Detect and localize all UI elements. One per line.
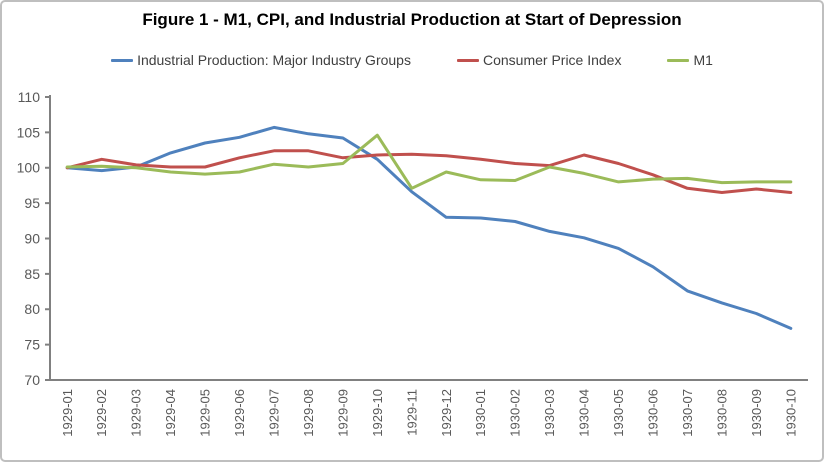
x-axis-label: 1929-07: [267, 389, 282, 437]
y-axis-label: 95: [24, 195, 40, 211]
x-axis-label: 1929-04: [163, 389, 178, 437]
x-axis-label: 1929-08: [301, 389, 316, 437]
y-axis-label: 75: [24, 337, 40, 353]
legend-item-m1: M1: [667, 52, 713, 68]
legend-label-industrial-production: Industrial Production: Major Industry Gr…: [137, 52, 411, 68]
legend-swatch-consumer-price-index: [456, 58, 479, 62]
x-axis-label: 1930-05: [611, 389, 626, 437]
x-axis-label: 1929-09: [335, 389, 350, 437]
y-axis-label: 85: [24, 266, 40, 282]
x-axis-label: 1929-05: [198, 389, 213, 437]
y-axis-label: 100: [17, 160, 41, 176]
y-axis-label: 105: [17, 124, 41, 140]
y-axis-label: 90: [24, 230, 40, 246]
x-axis-label: 1929-12: [439, 389, 454, 437]
x-axis-label: 1929-11: [404, 389, 419, 436]
chart-title: Figure 1 - M1, CPI, and Industrial Produ…: [142, 10, 682, 29]
legend-item-consumer-price-index: Consumer Price Index: [456, 52, 622, 68]
legend-swatch-industrial-production: [111, 58, 134, 62]
x-axis-label: 1930-04: [577, 389, 592, 437]
x-axis-label: 1929-01: [60, 389, 75, 437]
legend-swatch-m1: [667, 58, 690, 62]
x-axis-label: 1930-10: [783, 389, 798, 437]
y-axis-label: 70: [24, 372, 40, 388]
x-axis-label: 1930-06: [646, 389, 661, 437]
x-axis-label: 1930-09: [749, 389, 764, 437]
series-line-consumer-price-index: [65, 149, 793, 194]
legend-label-consumer-price-index: Consumer Price Index: [482, 52, 622, 68]
x-axis-label: 1929-03: [129, 389, 144, 437]
x-axis-label: 1929-02: [94, 389, 109, 437]
x-axis-label: 1929-06: [232, 389, 247, 437]
x-axis-label: 1930-01: [473, 389, 488, 437]
y-axis-label: 110: [18, 89, 41, 105]
series-line-industrial-production-major-industry-groups: [65, 125, 793, 330]
x-axis-label: 1930-02: [508, 389, 523, 437]
series-line-m1: [65, 133, 793, 190]
legend-label-m1: M1: [693, 52, 713, 68]
y-axis-label: 80: [24, 301, 40, 317]
legend-item-industrial-production: Industrial Production: Major Industry Gr…: [111, 52, 411, 68]
x-axis-label: 1930-08: [714, 389, 729, 437]
x-axis-label: 1929-10: [370, 389, 385, 437]
legend: Industrial Production: Major Industry Gr…: [2, 52, 822, 68]
x-axis-label: 1930-03: [542, 389, 557, 437]
x-axis-label: 1930-07: [680, 389, 695, 437]
